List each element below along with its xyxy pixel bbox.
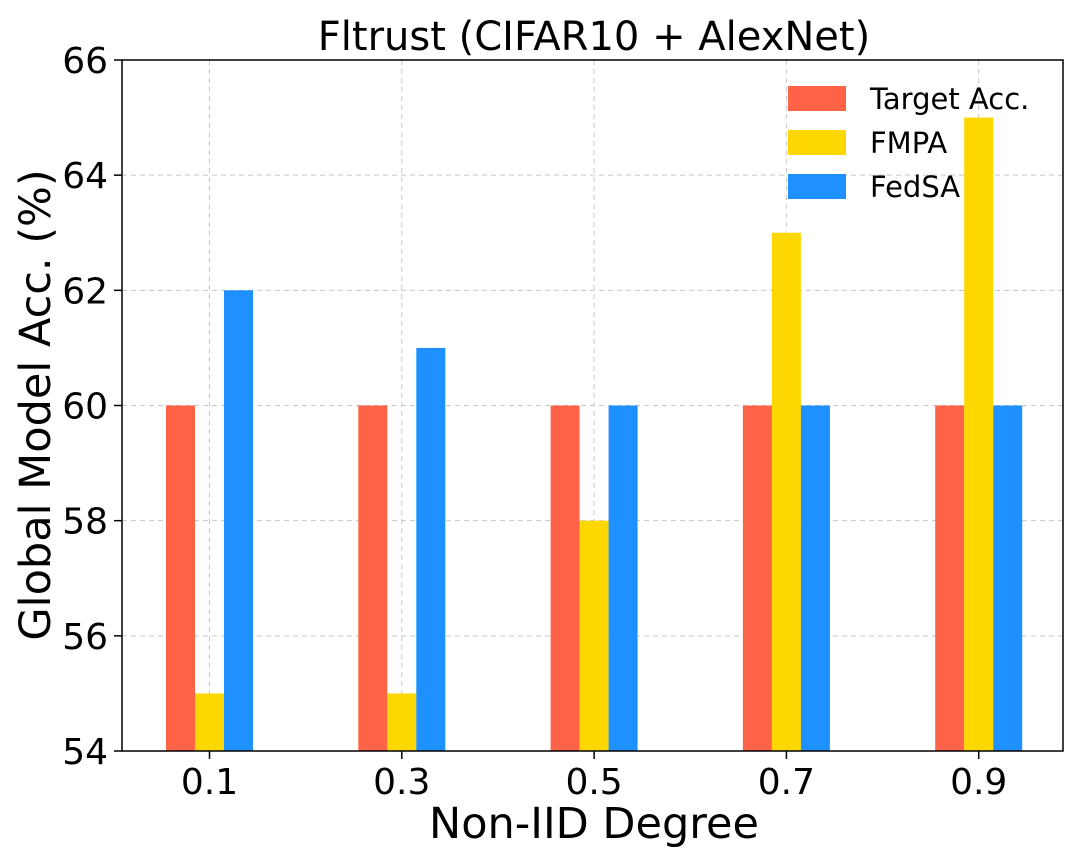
x-tick-label: 0.1 — [181, 762, 238, 803]
x-tick-label: 0.7 — [758, 762, 815, 803]
y-tick-label: 60 — [62, 387, 108, 428]
bar-fmpa — [387, 693, 417, 751]
legend: Target Acc. FMPA FedSA — [788, 82, 1029, 204]
y-axis-ticks: 54 56 58 60 62 64 66 — [62, 41, 122, 773]
bar-fmpa — [195, 693, 224, 751]
legend-swatch — [788, 86, 846, 111]
legend-label: Target Acc. — [869, 82, 1029, 116]
bar-fedsa — [993, 405, 1023, 751]
bar-fmpa — [964, 117, 994, 752]
y-tick-label: 56 — [62, 617, 108, 658]
bar-target-acc — [935, 405, 965, 751]
chart-title: Fltrust (CIFAR10 + AlexNet) — [318, 14, 870, 60]
bars — [166, 117, 1023, 752]
bar-fmpa — [771, 232, 801, 751]
legend-swatch — [788, 174, 846, 199]
bar-target-acc — [550, 405, 580, 751]
bar-fedsa — [800, 405, 830, 751]
bar-fedsa — [608, 405, 638, 751]
x-tick-label: 0.5 — [565, 762, 622, 803]
y-tick-label: 62 — [62, 271, 108, 312]
bar-target-acc — [742, 405, 772, 751]
x-axis-label: Non-IID Degree — [429, 799, 759, 849]
bar-fedsa — [224, 290, 253, 751]
legend-label: FedSA — [870, 170, 960, 204]
x-tick-label: 0.9 — [950, 762, 1007, 803]
bar-fmpa — [579, 520, 609, 751]
bar-fedsa — [416, 347, 446, 751]
x-axis-ticks: 0.1 0.3 0.5 0.7 0.9 — [181, 751, 1007, 803]
legend-label: FMPA — [870, 126, 947, 160]
bar-target-acc — [166, 405, 195, 751]
y-tick-label: 66 — [62, 41, 108, 82]
y-axis-label: Global Model Acc. (%) — [11, 169, 61, 640]
y-tick-label: 58 — [62, 502, 108, 543]
bar-target-acc — [358, 405, 388, 751]
x-tick-label: 0.3 — [373, 762, 430, 803]
legend-swatch — [788, 130, 846, 155]
y-tick-label: 54 — [62, 732, 108, 773]
y-tick-label: 64 — [62, 156, 108, 197]
